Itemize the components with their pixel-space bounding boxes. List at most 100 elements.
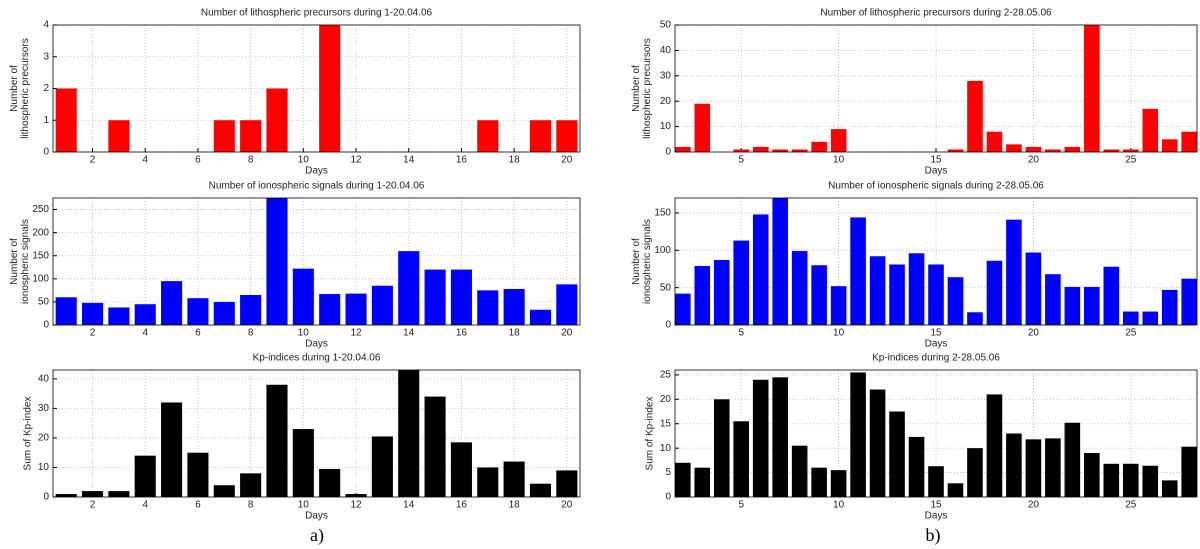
x-tick-label: 8 <box>248 500 254 511</box>
y-tick-label: 20 <box>660 96 672 107</box>
chart-panel: 0 10 20 30 40 50 5 10 15 20 25 Number of lithospher… <box>631 8 1198 177</box>
bar <box>266 88 288 152</box>
x-axis-label: Days <box>305 166 328 177</box>
bar <box>345 293 367 325</box>
y-tick-label: 30 <box>38 403 50 414</box>
plot-area <box>53 198 580 325</box>
bar <box>1122 311 1139 325</box>
x-tick-label: 2 <box>90 500 96 511</box>
bar <box>791 149 808 152</box>
bar <box>503 288 525 325</box>
x-axis-label: Days <box>925 339 948 350</box>
y-tick-label: 150 <box>654 208 671 219</box>
chart-title: Number of ionospheric signals during 2-2… <box>828 181 1044 192</box>
x-tick-label: 25 <box>1125 328 1137 339</box>
bar <box>675 146 691 152</box>
bar <box>477 467 499 497</box>
bar <box>675 462 691 497</box>
bar <box>967 312 983 325</box>
x-tick-label: 10 <box>833 328 845 339</box>
bar <box>908 253 925 325</box>
x-tick-label: 8 <box>248 155 254 166</box>
bar <box>733 149 750 152</box>
bar <box>1122 463 1139 497</box>
bar <box>319 294 341 325</box>
y-tick-label: 0 <box>43 492 49 503</box>
bar <box>1103 266 1120 325</box>
x-tick-label: 15 <box>930 155 942 166</box>
bar <box>1103 463 1120 497</box>
bar <box>1161 139 1178 152</box>
bar <box>1064 422 1081 497</box>
bar <box>529 309 552 325</box>
x-tick-label: 16 <box>456 328 468 339</box>
x-tick-label: 25 <box>1125 155 1137 166</box>
bar <box>869 389 886 497</box>
y-axis-label: ionospheric signals <box>20 219 31 304</box>
bar <box>967 448 983 497</box>
x-tick-label: 12 <box>350 328 362 339</box>
bar <box>134 304 156 325</box>
bar <box>424 396 446 497</box>
bar <box>1181 446 1197 497</box>
bar <box>292 429 314 497</box>
bar <box>791 251 808 325</box>
y-tick-label: 0 <box>665 492 671 503</box>
bar <box>830 286 847 325</box>
bar <box>791 445 808 497</box>
x-tick-label: 20 <box>561 500 573 511</box>
chart-panel: 0 50 100 150 5 10 15 20 25 Number of ionospheric … <box>631 181 1198 350</box>
bar <box>450 442 472 497</box>
bar <box>477 120 499 152</box>
bar <box>1025 252 1042 325</box>
bar <box>213 301 235 325</box>
bar <box>1161 480 1178 497</box>
bar <box>213 120 235 152</box>
bar <box>1045 149 1061 152</box>
bar <box>1025 439 1042 497</box>
bar <box>187 452 209 497</box>
bar <box>811 265 827 325</box>
bars <box>675 25 1197 152</box>
x-tick-label: 8 <box>248 328 254 339</box>
x-tick-label: 18 <box>509 328 521 339</box>
x-tick-label: 4 <box>142 155 148 166</box>
y-tick-label: 15 <box>660 418 672 429</box>
bar <box>1064 146 1081 152</box>
bar <box>55 297 77 325</box>
bar <box>266 384 288 497</box>
y-tick-label: 5 <box>665 467 671 478</box>
bar <box>1006 433 1022 497</box>
bar <box>772 149 788 152</box>
bar <box>1122 149 1139 152</box>
bar <box>55 88 77 152</box>
y-axis-label: Number of <box>9 238 20 285</box>
y-axis-label: lithospheric precursors <box>20 38 31 139</box>
bar <box>319 468 341 497</box>
bar <box>830 129 847 152</box>
x-axis-label: Days <box>925 166 948 177</box>
bar <box>398 251 420 325</box>
y-tick-label: 4 <box>43 20 49 31</box>
plot-frame <box>52 197 581 326</box>
y-tick-label: 3 <box>43 51 49 62</box>
bar <box>556 470 578 497</box>
plot-frame <box>674 369 1198 498</box>
bar <box>292 268 314 325</box>
bar <box>55 494 77 497</box>
bar <box>889 411 905 497</box>
x-tick-label: 20 <box>561 328 573 339</box>
bar <box>947 277 964 325</box>
bar <box>161 281 183 325</box>
bar <box>240 473 262 497</box>
x-tick-label: 12 <box>350 500 362 511</box>
x-tick-label: 6 <box>195 328 201 339</box>
y-axis-label: lithospheric precursors <box>642 38 653 139</box>
x-tick-label: 15 <box>930 328 942 339</box>
bar <box>869 256 886 325</box>
y-tick-label: 150 <box>32 250 49 261</box>
bar <box>986 260 1003 325</box>
y-tick-label: 1 <box>43 115 49 126</box>
y-tick-label: 10 <box>660 121 672 132</box>
bars <box>675 372 1197 497</box>
